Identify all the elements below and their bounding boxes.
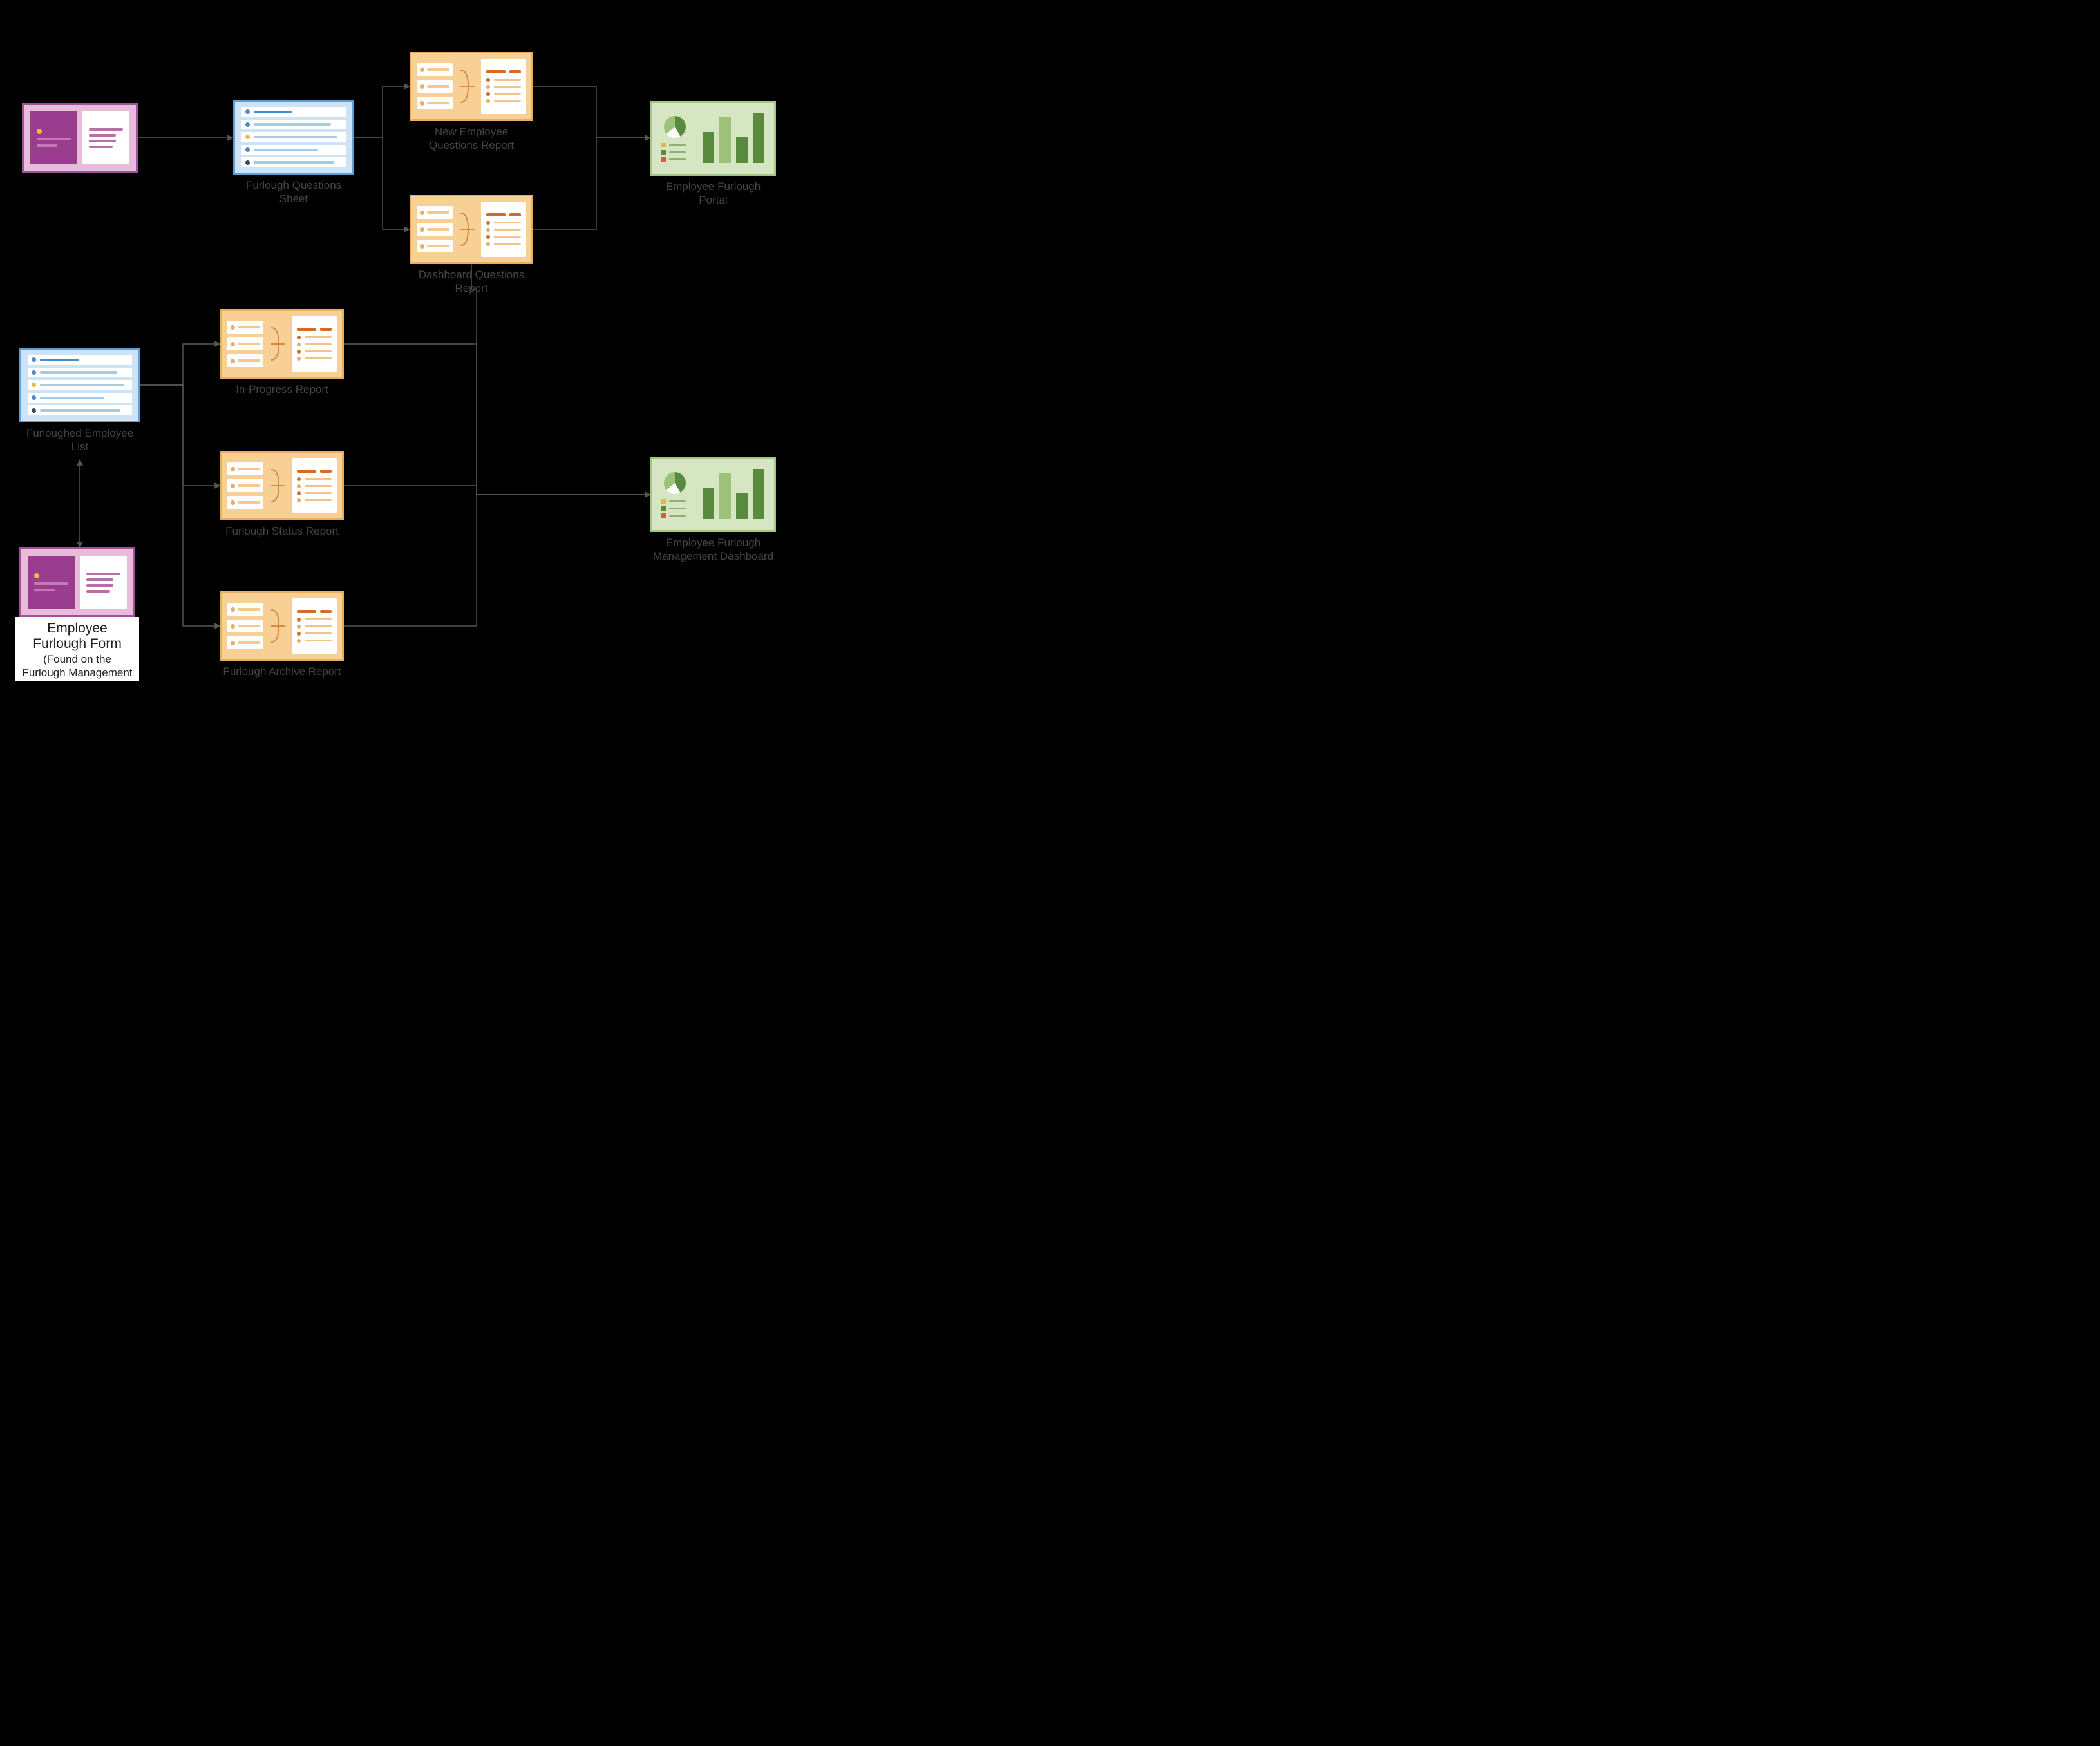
node-label: New Employee Questions Report bbox=[410, 125, 533, 153]
sheet-icon bbox=[19, 348, 140, 422]
flowchart-canvas: Furlough Questions Sheet New Employee Qu… bbox=[0, 0, 863, 717]
dashboard-icon bbox=[650, 101, 776, 176]
edge-furlough_questions_sheet-to-new_employee_questions_report bbox=[354, 86, 410, 138]
report-icon bbox=[220, 451, 344, 520]
node-employee-furlough-management-dashboard: Employee Furlough Management Dashboard bbox=[650, 457, 776, 564]
report-icon bbox=[410, 52, 533, 121]
node-furlough-status-report: Furlough Status Report bbox=[220, 451, 344, 538]
node-label: Furlough Archive Report bbox=[220, 665, 344, 678]
node-furlough-archive-report: Furlough Archive Report bbox=[220, 591, 344, 678]
node-furlough-questions-sheet: Furlough Questions Sheet bbox=[233, 100, 354, 206]
node-label: Dashboard Questions Report bbox=[410, 268, 533, 296]
form-icon bbox=[19, 547, 135, 617]
dashboard-icon bbox=[650, 457, 776, 532]
edge-furlough_status_report-to-employee_furlough_management_dashboard bbox=[344, 486, 650, 495]
form-label-sub: (Found on the Furlough Management bbox=[21, 653, 134, 679]
node-label: Employee Furlough Management Dashboard bbox=[650, 536, 776, 564]
form-icon bbox=[22, 103, 138, 173]
node-furlough-questions-form bbox=[22, 103, 138, 173]
edge-furloughed_employee_list-to-in_progress_report bbox=[140, 344, 220, 385]
node-label: In-Progress Report bbox=[220, 383, 344, 396]
report-icon bbox=[410, 195, 533, 264]
node-label: Furlough Status Report bbox=[220, 524, 344, 538]
edge-furlough_archive_report-to-employee_furlough_management_dashboard bbox=[344, 495, 650, 626]
report-icon bbox=[220, 591, 344, 661]
edge-furloughed_employee_list-to-furlough_status_report bbox=[140, 385, 220, 486]
node-dashboard-questions-report: Dashboard Questions Report bbox=[410, 195, 533, 296]
node-label: Employee Furlough Portal bbox=[650, 180, 776, 207]
edge-in_progress_report-to-employee_furlough_management_dashboard bbox=[344, 344, 650, 495]
node-employee-furlough-form-label: Employee Furlough Form (Found on the Fur… bbox=[15, 617, 139, 681]
node-new-employee-questions-report: New Employee Questions Report bbox=[410, 52, 533, 153]
edge-new_employee_questions_report-to-employee_furlough_portal bbox=[533, 86, 650, 138]
edge-dashboard_questions_report-to-employee_furlough_portal bbox=[533, 138, 650, 229]
node-employee-furlough-portal: Employee Furlough Portal bbox=[650, 101, 776, 207]
report-icon bbox=[220, 309, 344, 379]
node-in-progress-report: In-Progress Report bbox=[220, 309, 344, 396]
node-furloughed-employee-list: Furloughed Employee List bbox=[19, 348, 140, 454]
form-label-title: Employee Furlough Form bbox=[21, 621, 134, 652]
node-employee-furlough-form bbox=[19, 547, 135, 617]
node-label: Furloughed Employee List bbox=[19, 426, 140, 454]
node-label: Furlough Questions Sheet bbox=[233, 178, 354, 206]
sheet-icon bbox=[233, 100, 354, 175]
edge-furlough_questions_sheet-to-dashboard_questions_report bbox=[354, 138, 410, 229]
edge-furloughed_employee_list-to-furlough_archive_report bbox=[140, 385, 220, 626]
edge-dashboard_questions_report-to-employee_furlough_management_dashboard bbox=[471, 264, 650, 495]
